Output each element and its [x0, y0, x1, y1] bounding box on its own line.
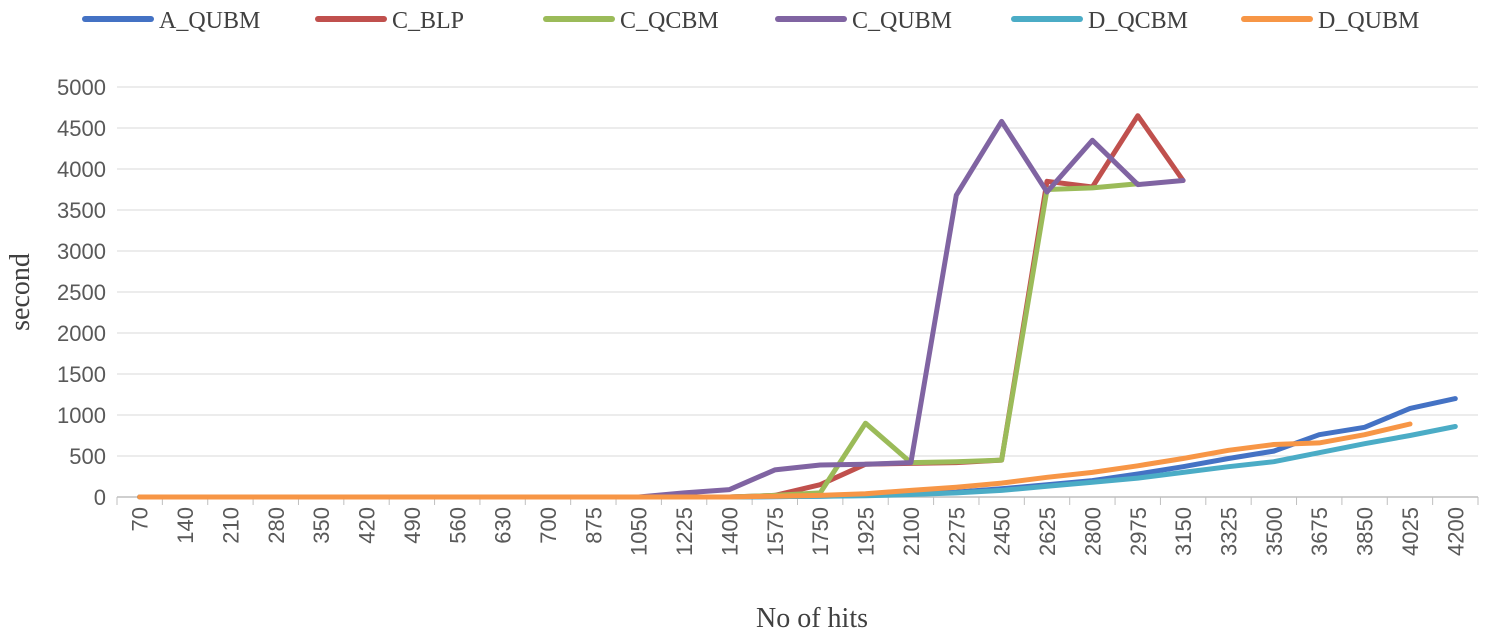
y-tick-label: 3500	[57, 198, 106, 223]
x-tick-label: 3150	[1171, 507, 1196, 556]
x-tick-label: 1750	[808, 507, 833, 556]
y-tick-label: 2000	[57, 321, 106, 346]
x-tick-label: 2100	[899, 507, 924, 556]
x-tick-label: 3675	[1307, 507, 1332, 556]
gridlines	[117, 86, 1478, 498]
x-tick-label: 1050	[627, 507, 652, 556]
y-axis-ticks: 0 500 1000 1500 2000 2500 3000 3500 4000 4500 5000	[57, 75, 106, 510]
legend: A_QUBM C_BLP C_QCBM C_QUBM D_QCBM D_QUBM	[82, 8, 1419, 34]
x-tick-label: 2450	[990, 507, 1015, 556]
y-axis-title: second	[5, 253, 36, 331]
x-tick-label: 560	[445, 507, 470, 544]
x-tick-label: 140	[173, 507, 198, 544]
x-tick-label: 1575	[763, 507, 788, 556]
y-tick-label: 500	[69, 444, 106, 469]
x-tick-label: 2800	[1080, 507, 1105, 556]
legend-label-d-qcbm: D_QCBM	[1088, 8, 1188, 34]
x-tick-label: 280	[264, 507, 289, 544]
x-tick-label: 70	[128, 507, 153, 531]
series-lines	[137, 113, 1458, 500]
legend-label-a-qubm: A_QUBM	[159, 8, 260, 34]
x-axis-ticks: 70 140 210 280 350 420 490 560 630 700 875 1050 1225…	[116, 497, 1479, 556]
x-tick-label: 630	[491, 507, 516, 544]
x-tick-label: 4200	[1443, 507, 1468, 556]
series-line-c-qcbm	[137, 181, 1141, 500]
x-tick-label: 3500	[1262, 507, 1287, 556]
x-tick-label: 1400	[717, 507, 742, 556]
x-axis-title: No of hits	[756, 603, 868, 634]
legend-label-d-qubm: D_QUBM	[1318, 8, 1419, 34]
x-tick-label: 350	[309, 507, 334, 544]
legend-label-c-blp: C_BLP	[392, 8, 464, 34]
x-tick-label: 700	[536, 507, 561, 544]
y-tick-label: 4500	[57, 116, 106, 141]
series-line-d-qcbm	[137, 424, 1458, 500]
x-tick-label: 2625	[1035, 507, 1060, 556]
x-tick-label: 4025	[1398, 507, 1423, 556]
y-tick-label: 2500	[57, 280, 106, 305]
y-tick-label: 1000	[57, 403, 106, 428]
x-tick-label: 3850	[1353, 507, 1378, 556]
x-tick-label: 2975	[1126, 507, 1151, 556]
x-tick-label: 490	[400, 507, 425, 544]
x-tick-label: 875	[581, 507, 606, 544]
y-tick-label: 3000	[57, 239, 106, 264]
x-tick-label: 1225	[672, 507, 697, 556]
x-tick-label: 210	[218, 507, 243, 544]
legend-label-c-qubm: C_QUBM	[852, 8, 952, 34]
y-tick-label: 5000	[57, 75, 106, 100]
x-tick-label: 2275	[944, 507, 969, 556]
x-tick-label: 3325	[1216, 507, 1241, 556]
series-line-d-qubm	[137, 421, 1413, 500]
x-tick-label: 420	[355, 507, 380, 544]
y-tick-label: 0	[94, 485, 106, 510]
legend-label-c-qcbm: C_QCBM	[620, 8, 719, 34]
y-tick-label: 4000	[57, 157, 106, 182]
y-tick-label: 1500	[57, 362, 106, 387]
x-tick-label: 1925	[854, 507, 879, 556]
